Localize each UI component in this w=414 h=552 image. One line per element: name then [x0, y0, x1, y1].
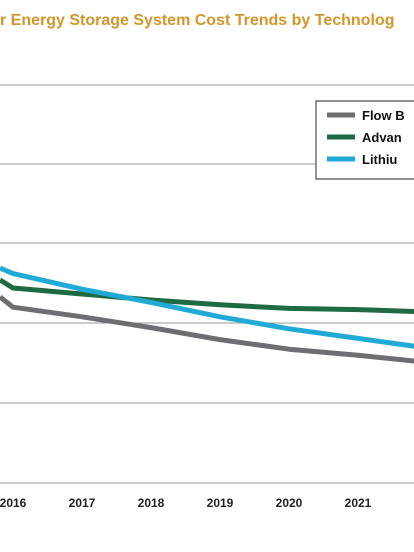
- chart-title: r Energy Storage System Cost Trends by T…: [0, 12, 395, 29]
- series-line-3: [0, 265, 414, 349]
- x-tick-label: 2018: [138, 496, 165, 510]
- x-tick-label: 2016: [0, 496, 27, 510]
- series-line-2: [0, 277, 414, 315]
- grid: [0, 84, 414, 484]
- series-line-1: [0, 295, 414, 364]
- x-tick-label: 2020: [276, 496, 303, 510]
- x-tick-label: 2021: [345, 496, 372, 510]
- legend-label: Flow B: [362, 108, 405, 123]
- x-tick-label: 2017: [69, 496, 96, 510]
- legend-label: Advan: [362, 130, 402, 145]
- x-tick-label: 2019: [207, 496, 234, 510]
- series-layer: [0, 265, 414, 364]
- legend: Flow B Advan Lithiu: [315, 100, 414, 180]
- x-axis-ticks: 2016201720182019202020212: [0, 496, 372, 510]
- legend-label: Lithiu: [362, 152, 397, 167]
